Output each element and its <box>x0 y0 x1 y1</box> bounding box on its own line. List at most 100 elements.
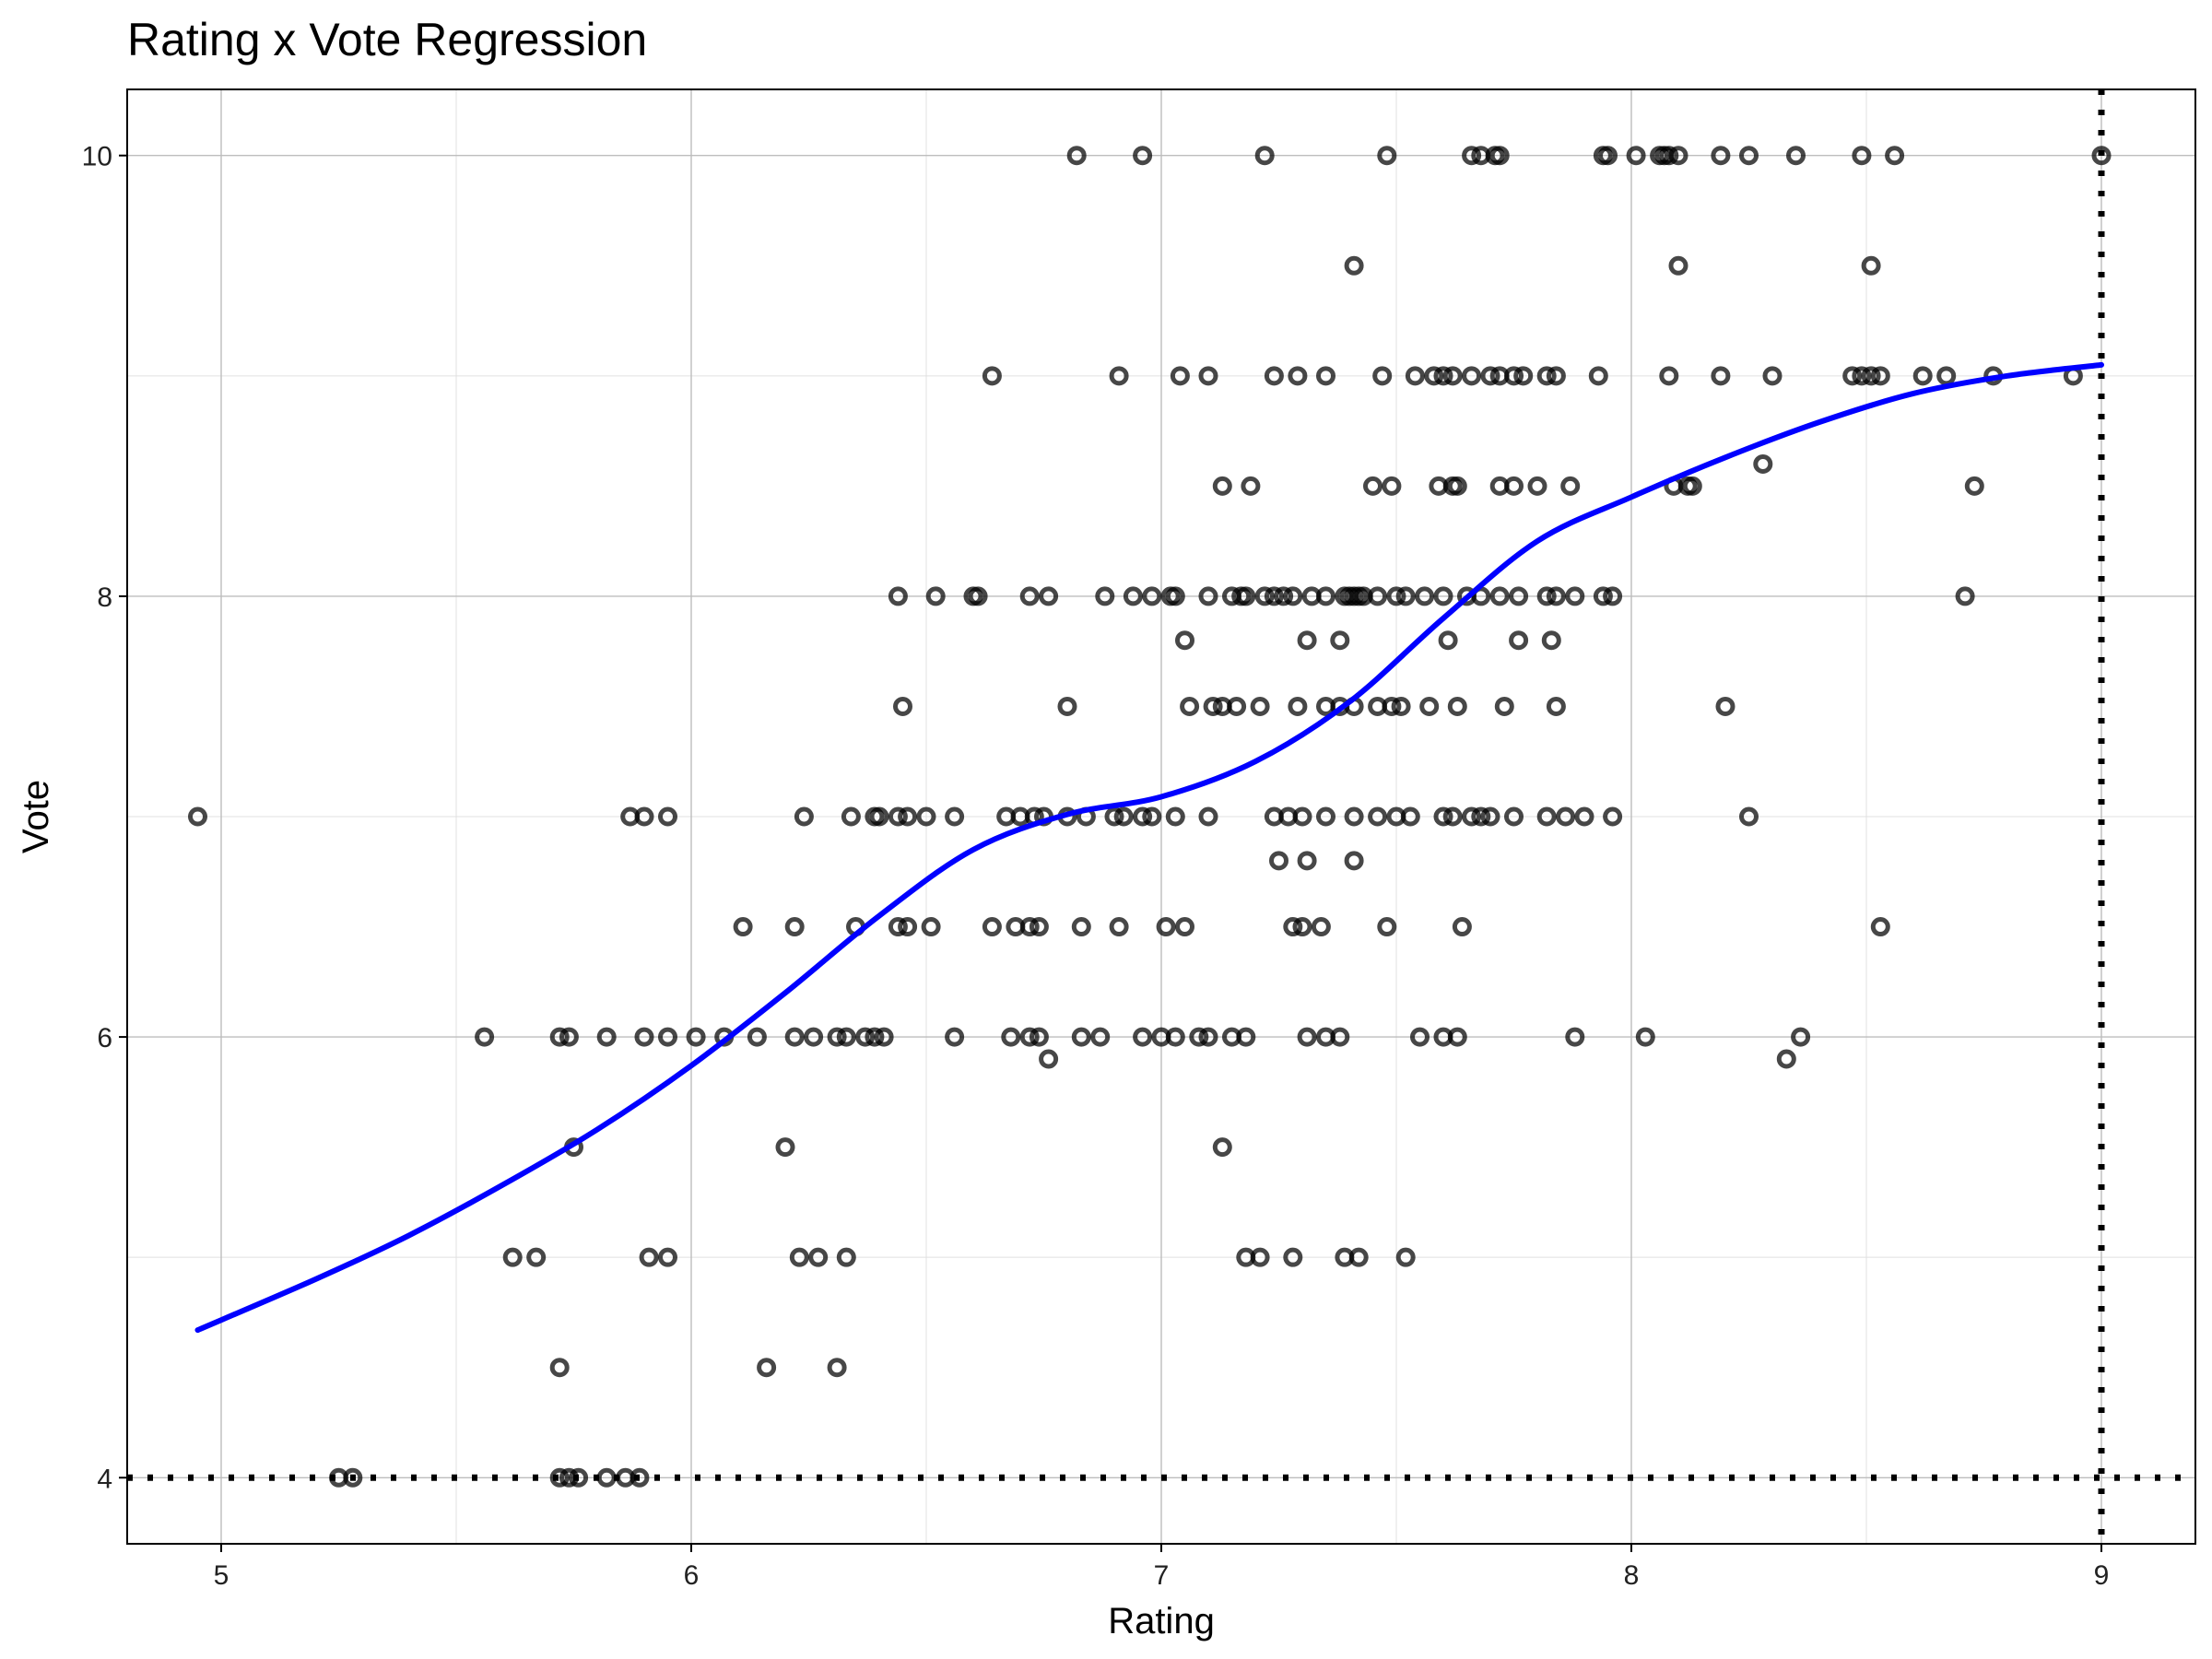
data-point <box>1330 630 1350 651</box>
data-point <box>1288 366 1308 386</box>
data-point <box>1348 1247 1369 1267</box>
data-point <box>1019 586 1040 606</box>
data-point <box>559 1027 579 1047</box>
data-point <box>1442 806 1463 827</box>
data-point <box>808 1247 829 1267</box>
data-point <box>596 1467 617 1488</box>
data-point <box>1560 476 1581 496</box>
data-point <box>1447 1027 1467 1047</box>
data-point <box>841 806 861 827</box>
data-point <box>1109 917 1129 937</box>
data-point <box>596 1027 617 1047</box>
data-point <box>747 1027 767 1047</box>
data-point <box>1964 476 1984 496</box>
data-point <box>1236 586 1256 606</box>
data-point <box>1001 1027 1021 1047</box>
data-point <box>1368 806 1388 827</box>
data-point <box>784 1027 805 1047</box>
data-point <box>1588 366 1608 386</box>
data-point <box>1316 806 1335 827</box>
data-point <box>1936 366 1957 386</box>
data-point <box>1198 366 1218 386</box>
data-point <box>1203 696 1223 716</box>
data-point <box>1509 586 1529 606</box>
data-point <box>1057 696 1077 716</box>
x-tick-label: 8 <box>1624 1560 1640 1591</box>
data-point <box>888 586 908 606</box>
x-axis-ticks: 5 6 7 8 9 <box>214 1544 2109 1591</box>
data-point <box>569 1467 589 1488</box>
data-point <box>968 586 988 606</box>
data-points <box>188 146 2112 1488</box>
data-point <box>1452 917 1472 937</box>
data-point <box>1494 696 1514 716</box>
data-point <box>1395 586 1416 606</box>
data-point <box>827 1027 847 1047</box>
data-point <box>1536 806 1557 827</box>
data-point <box>1715 696 1735 716</box>
data-point <box>1377 146 1397 166</box>
data-point <box>1668 255 1688 276</box>
data-point <box>1071 1027 1091 1047</box>
data-point <box>1593 586 1613 606</box>
data-point <box>1433 806 1453 827</box>
data-point <box>1029 917 1049 937</box>
data-point <box>1852 366 1872 386</box>
data-point <box>1264 366 1284 386</box>
data-point <box>1861 366 1881 386</box>
data-point <box>898 806 918 827</box>
data-point <box>686 1027 706 1047</box>
data-point <box>1344 806 1364 827</box>
data-point <box>945 1027 965 1047</box>
data-point <box>1842 366 1863 386</box>
data-point <box>836 1027 856 1047</box>
data-point <box>888 806 908 827</box>
x-axis-label: Rating <box>1108 1601 1215 1641</box>
data-point <box>549 1027 570 1047</box>
y-axis-label: Vote <box>16 780 56 853</box>
data-point <box>1180 696 1200 716</box>
data-point <box>1382 696 1402 716</box>
data-point <box>1668 146 1688 166</box>
data-point <box>1236 1027 1256 1047</box>
data-point <box>888 917 908 937</box>
data-point <box>1447 696 1467 716</box>
regression-curve <box>194 361 2104 1334</box>
data-point <box>1415 586 1435 606</box>
data-point <box>526 1247 547 1267</box>
data-point <box>925 586 946 606</box>
data-point <box>784 917 805 937</box>
data-point <box>1574 806 1594 827</box>
data-point <box>1156 917 1176 937</box>
data-point <box>1311 917 1331 937</box>
data-point <box>775 1137 795 1158</box>
data-point <box>658 1027 677 1047</box>
data-point <box>1198 1027 1218 1047</box>
data-point <box>1762 366 1783 386</box>
data-point <box>549 1358 570 1378</box>
data-point <box>1885 146 1905 166</box>
data-point <box>1711 366 1731 386</box>
data-point <box>1189 1027 1209 1047</box>
data-point <box>1442 366 1463 386</box>
data-point <box>1433 586 1453 606</box>
data-point <box>1711 146 1731 166</box>
data-point <box>502 1247 523 1267</box>
data-point <box>1556 806 1576 827</box>
data-point <box>1462 146 1482 166</box>
data-point <box>1377 917 1397 937</box>
data-point <box>1227 696 1247 716</box>
data-point <box>1433 366 1453 386</box>
data-point <box>1330 1027 1350 1047</box>
data-point <box>188 806 207 827</box>
data-point <box>1635 1027 1655 1047</box>
data-point <box>1400 806 1420 827</box>
data-point <box>1142 806 1162 827</box>
data-point <box>1363 476 1382 496</box>
data-point <box>1739 146 1759 166</box>
data-point <box>1071 917 1091 937</box>
data-point <box>1753 453 1773 474</box>
data-point <box>1283 917 1303 937</box>
data-point <box>1165 586 1185 606</box>
